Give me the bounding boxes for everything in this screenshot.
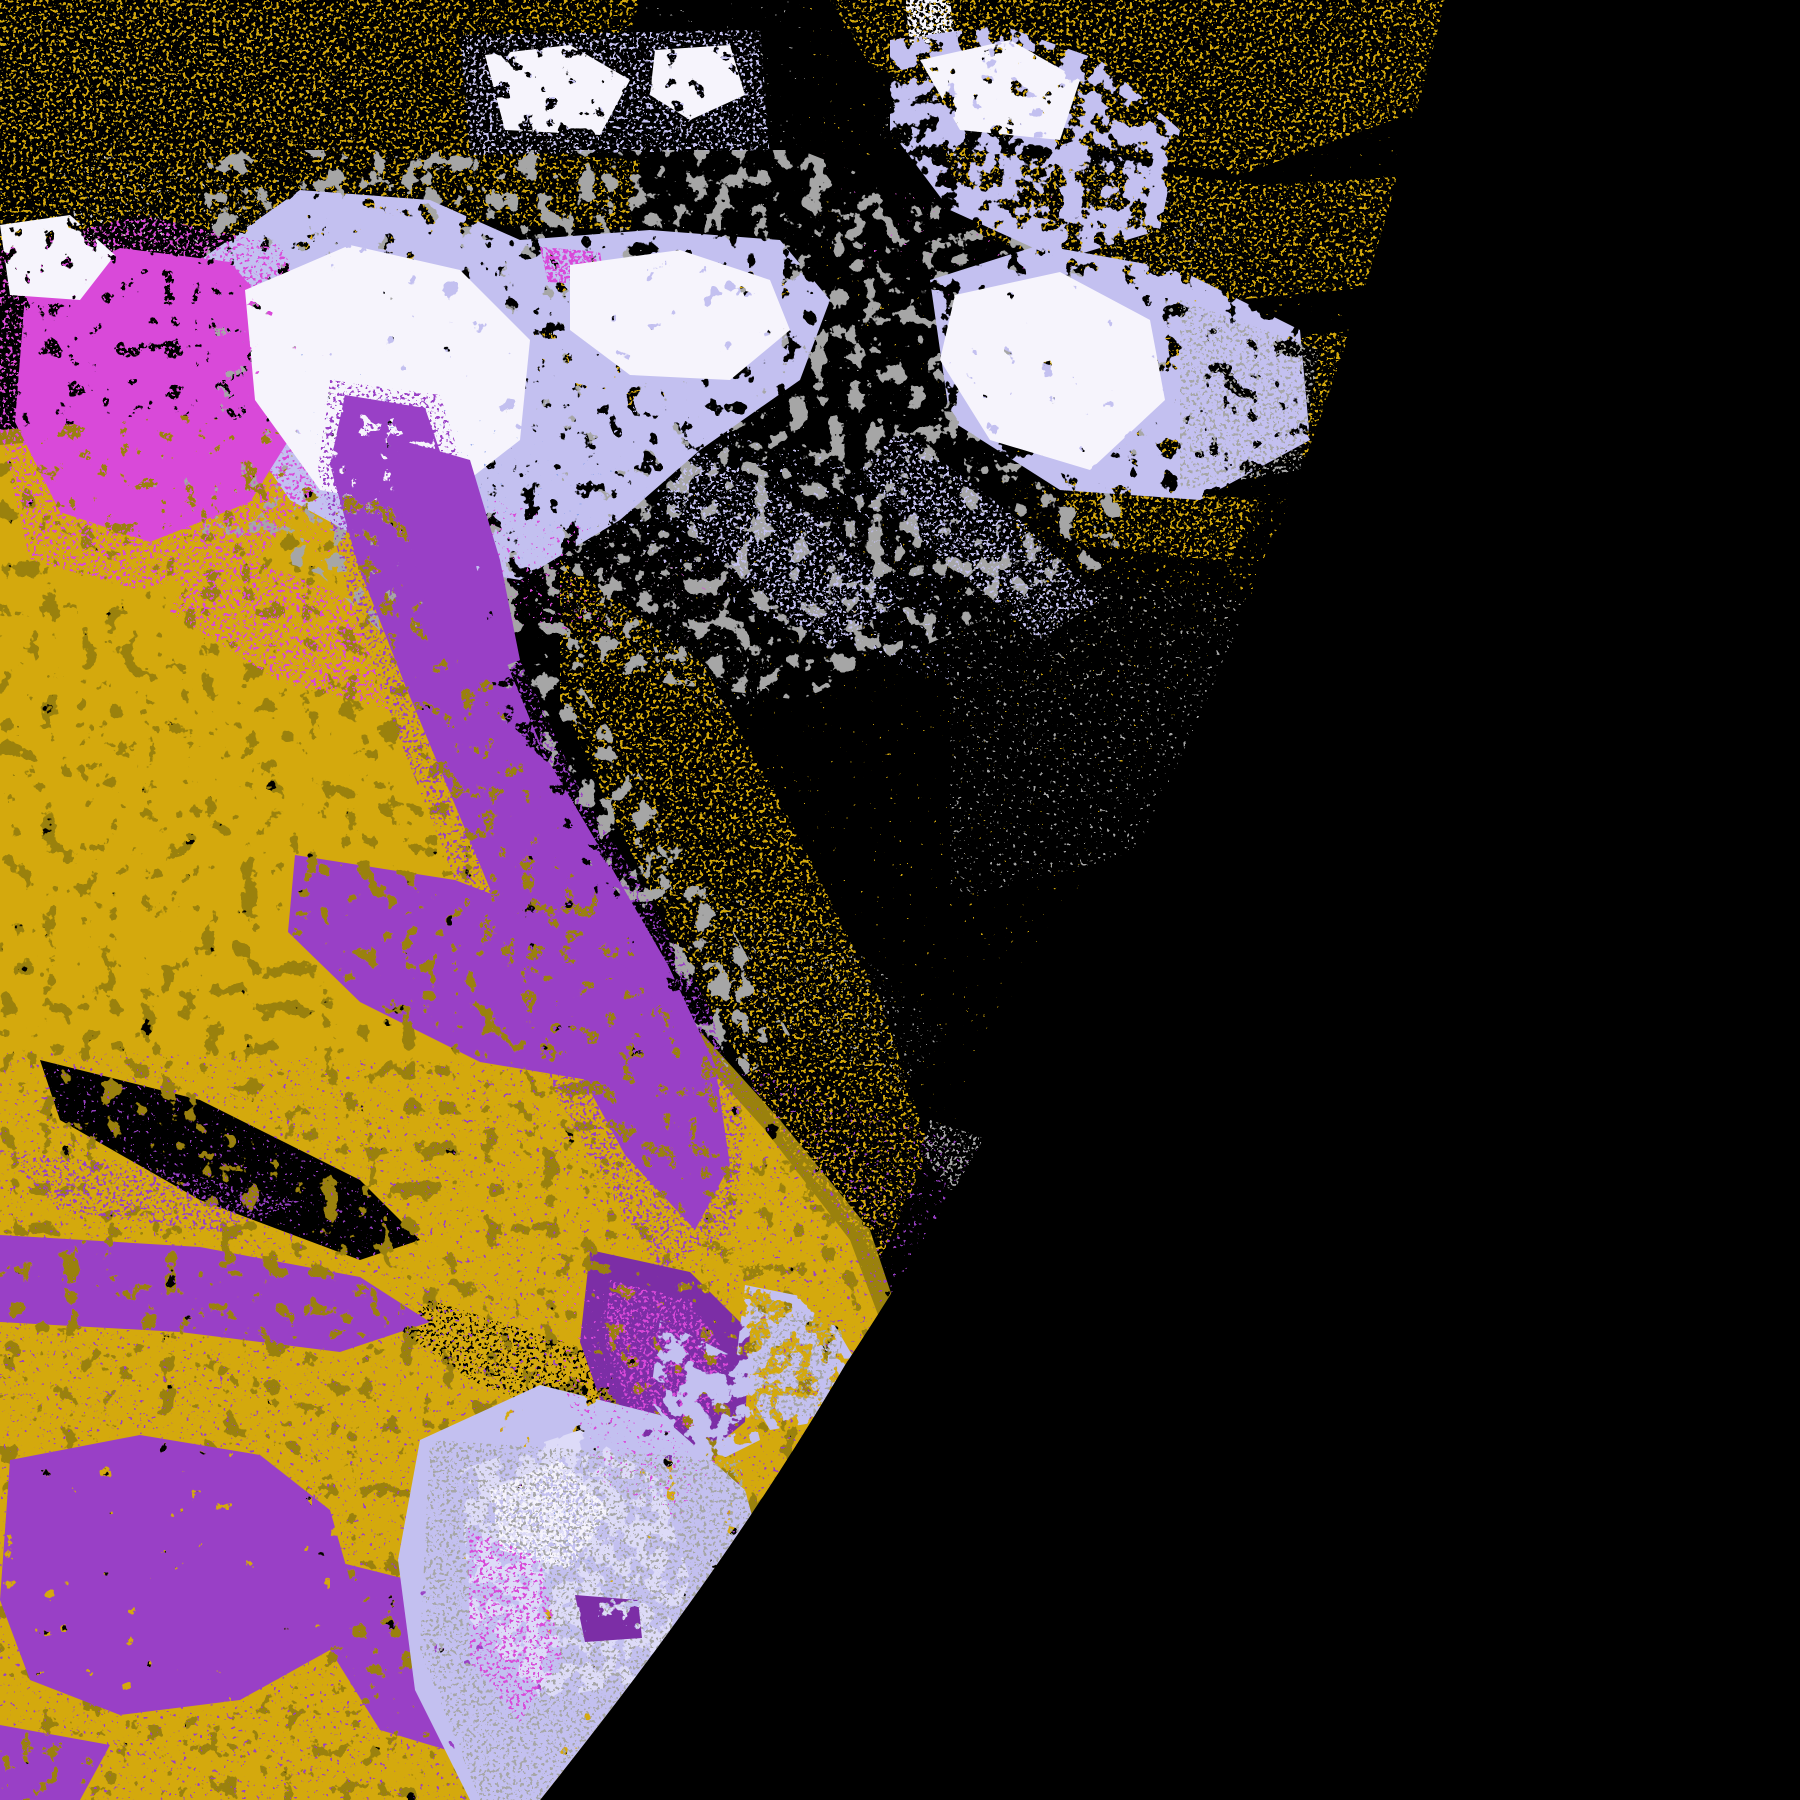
white-right-blob-core xyxy=(940,272,1165,470)
purple-center-tongue xyxy=(288,855,672,1082)
data-swath xyxy=(0,0,1445,1800)
magenta-core xyxy=(15,248,300,542)
gray-archipelago-limb xyxy=(750,1290,845,1420)
feather-gray-1 xyxy=(780,330,1000,500)
purple-swirl-main xyxy=(0,1435,350,1715)
purple-bottom-strip xyxy=(0,1725,110,1800)
white-mass-2 xyxy=(570,250,790,380)
white-core-top-center-right xyxy=(920,40,1080,140)
cloud-feathers xyxy=(300,330,1250,900)
white-blob-top-1 xyxy=(485,45,630,135)
purple-horizontal-band xyxy=(0,1235,430,1352)
cloud-blob-right xyxy=(930,245,1320,500)
white-blob-left-edge xyxy=(0,215,115,300)
purple-thin-band xyxy=(0,1150,300,1232)
lavender-arm-up xyxy=(650,1320,760,1470)
blue-specks-bottom xyxy=(480,1500,650,1640)
gray-right-blob-fringe xyxy=(1180,300,1320,490)
purple-river-solid-segment xyxy=(398,440,520,680)
gray-archipelago-center xyxy=(950,550,1250,900)
gray-center-streak-1 xyxy=(690,885,950,1090)
white-blob-top-2 xyxy=(650,45,745,120)
magenta-band-extension xyxy=(170,540,430,712)
purple-river xyxy=(288,380,745,1270)
